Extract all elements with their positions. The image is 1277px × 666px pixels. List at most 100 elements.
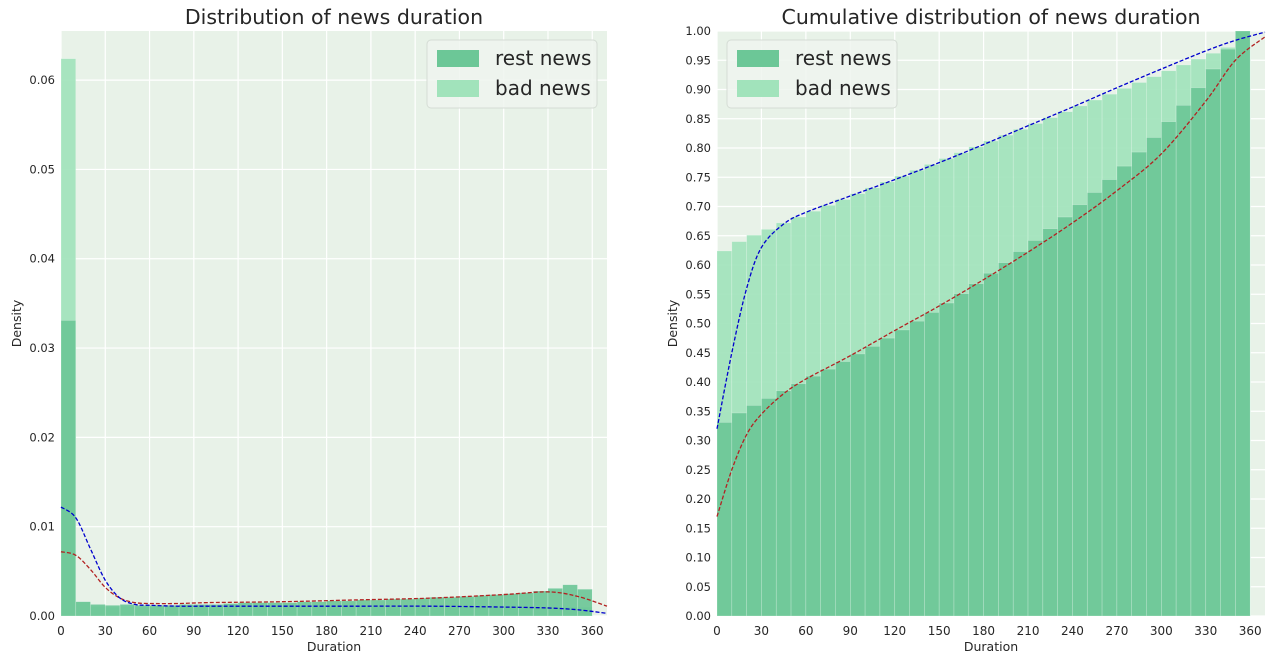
x-tick-label: 360 bbox=[1239, 624, 1262, 638]
bar-rest-news-32 bbox=[1190, 87, 1207, 617]
y-tick-label: 0.45 bbox=[685, 346, 711, 360]
bar-rest-news-5 bbox=[790, 383, 807, 617]
bar-rest-news-0 bbox=[60, 320, 77, 617]
bar-rest-news-8 bbox=[835, 361, 851, 617]
y-tick-label: 0.02 bbox=[29, 430, 55, 444]
y-tick-label: 0.00 bbox=[29, 609, 55, 623]
bar-rest-news-21 bbox=[1027, 240, 1044, 617]
bar-rest-news-3 bbox=[761, 398, 777, 617]
legend-swatch-bad-news bbox=[737, 80, 779, 97]
bar-rest-news-35 bbox=[577, 588, 593, 617]
bar-rest-news-6 bbox=[805, 375, 821, 617]
legend: rest news bad news bbox=[726, 39, 898, 109]
y-tick-label: 0.95 bbox=[685, 53, 711, 67]
bar-rest-news-14 bbox=[924, 312, 940, 617]
bar-rest-news-26 bbox=[1101, 179, 1118, 617]
x-tick-label: 90 bbox=[843, 624, 858, 638]
bar-rest-news-33 bbox=[1205, 68, 1221, 617]
y-tick-label: 0.05 bbox=[29, 162, 55, 176]
bar-rest-news-34 bbox=[562, 584, 578, 617]
legend-label-bad-news: bad news bbox=[495, 76, 591, 100]
bar-rest-news-14 bbox=[267, 602, 283, 617]
x-axis-label: Duration bbox=[307, 639, 361, 654]
kde-line-rest-news bbox=[716, 36, 1266, 517]
bar-rest-news-10 bbox=[864, 346, 881, 617]
y-tick-label: 0.06 bbox=[29, 73, 55, 87]
x-tick-label: 180 bbox=[315, 624, 338, 638]
legend-swatch-rest-news bbox=[737, 50, 779, 67]
bar-rest-news-23 bbox=[400, 598, 416, 617]
x-tick-label: 330 bbox=[1194, 624, 1217, 638]
bar-rest-news-22 bbox=[385, 598, 401, 617]
chart-panel-1: 0 30 60 90 120 150 180 210 240 270 300 330 360 0.00 0.… bbox=[9, 5, 608, 654]
y-tick-label: 0.10 bbox=[685, 551, 711, 565]
y-tick-label: 0.55 bbox=[685, 287, 711, 301]
kde-line-bad-news bbox=[60, 506, 608, 614]
x-tick-label: 30 bbox=[98, 624, 113, 638]
bar-rest-news-7 bbox=[163, 604, 180, 617]
bar-rest-news-5 bbox=[134, 604, 150, 617]
y-tick-label: 0.70 bbox=[685, 200, 711, 214]
x-tick-label: 60 bbox=[142, 624, 157, 638]
bar-rest-news-15 bbox=[938, 302, 955, 617]
y-tick-label: 0.90 bbox=[685, 83, 711, 97]
kde-line-rest-news bbox=[60, 551, 608, 607]
legend-swatch-bad-news bbox=[437, 80, 479, 97]
x-tick-label: 120 bbox=[227, 624, 250, 638]
y-tick-label: 1.00 bbox=[685, 24, 711, 38]
bar-rest-news-21 bbox=[370, 599, 386, 617]
chart-panel-2: 0 30 60 90 120 150 180 210 240 270 300 330 360 0.00 0.… bbox=[665, 5, 1266, 654]
bar-rest-news-34 bbox=[1220, 48, 1236, 617]
bar-rest-news-1 bbox=[75, 601, 91, 617]
y-axis-label: Density bbox=[665, 299, 680, 347]
y-tick-label: 0.25 bbox=[685, 463, 711, 477]
y-tick-label: 0.15 bbox=[685, 521, 711, 535]
bar-rest-news-30 bbox=[1161, 121, 1177, 617]
bar-rest-news-17 bbox=[968, 283, 984, 617]
bar-rest-news-29 bbox=[488, 594, 505, 617]
bar-rest-news-7 bbox=[820, 368, 836, 617]
plot-area bbox=[61, 31, 607, 616]
bar-rest-news-17 bbox=[311, 601, 327, 617]
y-tick-label: 0.05 bbox=[685, 580, 711, 594]
y-tick-label: 0.00 bbox=[685, 609, 711, 623]
bar-rest-news-16 bbox=[953, 293, 970, 617]
bar-rest-news-11 bbox=[879, 337, 896, 617]
bar-rest-news-4 bbox=[119, 604, 136, 617]
x-tick-label: 90 bbox=[186, 624, 201, 638]
bar-rest-news-11 bbox=[223, 603, 239, 617]
bar-rest-news-19 bbox=[998, 262, 1014, 617]
y-tick-label: 0.85 bbox=[685, 112, 711, 126]
y-tick-label: 0.40 bbox=[685, 375, 711, 389]
x-tick-label: 300 bbox=[1150, 624, 1173, 638]
bar-rest-news-0 bbox=[716, 422, 733, 617]
bar-rest-news-29 bbox=[1146, 137, 1162, 617]
legend-label-rest-news: rest news bbox=[495, 46, 591, 70]
x-tick-label: 150 bbox=[928, 624, 951, 638]
y-tick-label: 0.30 bbox=[685, 434, 711, 448]
chart-title: Distribution of news duration bbox=[185, 5, 483, 29]
legend-label-rest-news: rest news bbox=[795, 46, 891, 70]
bar-rest-news-25 bbox=[1086, 192, 1103, 617]
bar-rest-news-30 bbox=[503, 593, 519, 617]
x-tick-label: 150 bbox=[271, 624, 294, 638]
x-tick-label: 60 bbox=[798, 624, 813, 638]
legend-swatch-rest-news bbox=[437, 50, 479, 67]
bar-rest-news-4 bbox=[775, 390, 792, 617]
chart-title: Cumulative distribution of news duration bbox=[782, 5, 1201, 29]
x-tick-label: 210 bbox=[359, 624, 382, 638]
bar-rest-news-19 bbox=[341, 600, 357, 617]
x-tick-label: 30 bbox=[754, 624, 769, 638]
bar-rest-news-18 bbox=[983, 272, 999, 617]
bar-rest-news-35 bbox=[1235, 30, 1251, 617]
x-tick-label: 240 bbox=[404, 624, 427, 638]
bar-rest-news-16 bbox=[296, 601, 313, 617]
legend: rest news bad news bbox=[426, 39, 598, 109]
x-tick-label: 120 bbox=[883, 624, 906, 638]
bar-rest-news-6 bbox=[149, 604, 165, 617]
x-tick-label: 210 bbox=[1017, 624, 1040, 638]
bar-rest-news-31 bbox=[518, 592, 534, 617]
bar-rest-news-18 bbox=[326, 600, 342, 617]
bar-rest-news-24 bbox=[414, 597, 431, 617]
y-tick-label: 0.50 bbox=[685, 317, 711, 331]
